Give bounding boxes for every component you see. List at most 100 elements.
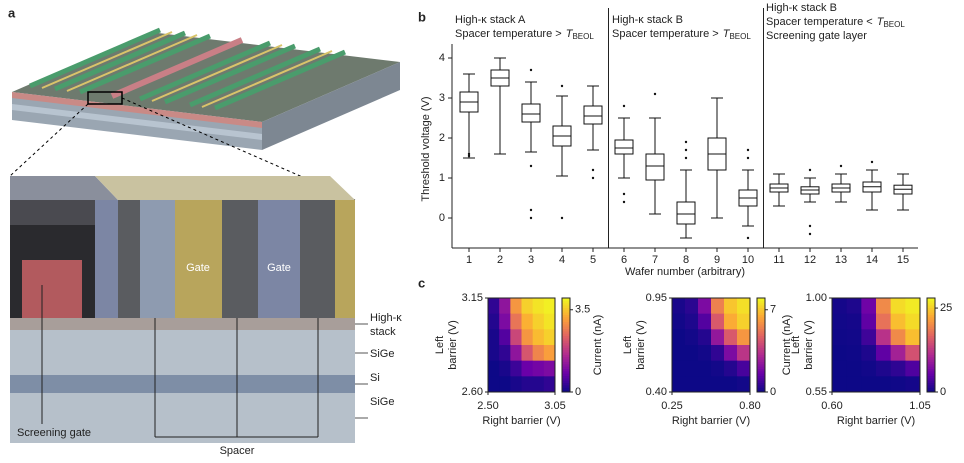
colorbar-step bbox=[562, 333, 570, 337]
heat-cell bbox=[832, 360, 848, 377]
heat-cell bbox=[724, 313, 738, 330]
colorbar-step bbox=[757, 309, 765, 313]
colorbar-step bbox=[562, 382, 570, 386]
outlier bbox=[529, 208, 533, 212]
group-note: Screening gate layer bbox=[766, 30, 867, 42]
heat-cell bbox=[890, 329, 906, 346]
heat-cell bbox=[521, 298, 534, 315]
heat-cell bbox=[672, 345, 686, 362]
colorbar-step bbox=[562, 328, 570, 332]
heat-cell bbox=[685, 360, 699, 377]
colorbar-step bbox=[562, 375, 570, 379]
heat-cell bbox=[876, 345, 892, 362]
y-axis-label: Threshold voltage (V) bbox=[420, 96, 432, 201]
heat-cell bbox=[510, 329, 522, 346]
colorbar-step bbox=[757, 370, 765, 374]
colorbar-step bbox=[562, 305, 570, 308]
layer-label: High-κ bbox=[370, 312, 402, 324]
y-tick-label: 0.40 bbox=[646, 386, 667, 398]
outlier bbox=[560, 84, 564, 88]
y-tick-label: 0.55 bbox=[806, 386, 827, 398]
heat-cell bbox=[499, 360, 511, 377]
heat-cell bbox=[861, 313, 877, 330]
x-tick-label: 14 bbox=[866, 254, 878, 266]
outlier bbox=[808, 232, 812, 236]
y-axis-label: Left bbox=[790, 336, 802, 354]
heat-cell bbox=[905, 298, 921, 315]
heat-cell bbox=[521, 360, 534, 377]
spacer-label: Spacer bbox=[220, 445, 255, 457]
group-title: High-κ stack B bbox=[612, 14, 683, 26]
heat-cell bbox=[890, 313, 906, 330]
colorbar-step bbox=[757, 300, 765, 304]
heat-cell bbox=[905, 376, 921, 393]
colorbar-step bbox=[757, 316, 765, 320]
outlier bbox=[746, 156, 750, 160]
x-axis-label: Wafer number (arbitrary) bbox=[625, 266, 745, 278]
colorbar-step bbox=[757, 328, 765, 332]
heat-cell bbox=[861, 376, 877, 393]
heat-cell bbox=[861, 360, 877, 377]
heat-cell bbox=[543, 313, 556, 330]
heat-cell bbox=[737, 345, 751, 362]
outlier bbox=[839, 164, 843, 168]
colorbar-step bbox=[927, 340, 935, 344]
y-tick-label: 2.60 bbox=[462, 386, 483, 398]
colorbar-step bbox=[562, 387, 570, 391]
heat-cell bbox=[861, 329, 877, 346]
layer-label: stack bbox=[370, 326, 396, 338]
heat-cell bbox=[876, 298, 892, 315]
heat-cell bbox=[698, 298, 712, 315]
heat-cell bbox=[846, 345, 862, 362]
colorbar-step bbox=[927, 345, 935, 348]
colorbar-step bbox=[562, 300, 570, 304]
colorbar-step bbox=[562, 337, 570, 341]
x-tick-label: 12 bbox=[804, 254, 816, 266]
colorbar-step bbox=[562, 298, 570, 301]
heat-cell bbox=[685, 376, 699, 393]
layer-label: SiGe bbox=[370, 396, 394, 408]
heat-cell bbox=[698, 360, 712, 377]
x-tick-label: 0.25 bbox=[661, 400, 682, 412]
heat-cell bbox=[510, 345, 522, 362]
colorbar-label: Current (nA) bbox=[781, 315, 793, 376]
x-tick-label: 3 bbox=[528, 254, 534, 266]
heat-cell bbox=[672, 298, 686, 315]
colorbar-step bbox=[757, 323, 765, 327]
heat-cell bbox=[724, 298, 738, 315]
x-tick-label: 15 bbox=[897, 254, 909, 266]
colorbar-step bbox=[757, 354, 765, 358]
condition: Spacer temperature > bbox=[612, 28, 719, 40]
colorbar-step bbox=[927, 363, 935, 367]
outlier bbox=[591, 176, 595, 180]
heat-cell bbox=[876, 329, 892, 346]
outlier bbox=[684, 156, 688, 160]
symbol: T bbox=[566, 28, 574, 40]
x-tick-label: 4 bbox=[559, 254, 565, 266]
colorbar-step bbox=[562, 335, 570, 339]
colorbar-step bbox=[927, 349, 935, 353]
group-condition: Spacer temperature > TBEOL bbox=[612, 28, 751, 41]
x-tick-label: 9 bbox=[714, 254, 720, 266]
colorbar-step bbox=[562, 302, 570, 306]
colorbar-step bbox=[927, 347, 935, 351]
colorbar-step bbox=[927, 302, 935, 306]
colorbar-frame bbox=[756, 297, 766, 393]
heat-cell bbox=[532, 376, 545, 393]
colorbar-step bbox=[562, 323, 570, 327]
colorbar-step bbox=[757, 384, 765, 388]
heat-cell bbox=[724, 360, 738, 377]
colorbar-step bbox=[757, 330, 765, 334]
x-tick-label: 7 bbox=[652, 254, 658, 266]
colorbar-tick-label: 0 bbox=[575, 386, 581, 398]
panel-label: c bbox=[418, 275, 425, 290]
colorbar-step bbox=[757, 321, 765, 325]
heat-cell bbox=[832, 298, 848, 315]
colorbar-step bbox=[927, 354, 935, 358]
colorbar-step bbox=[757, 305, 765, 308]
x-tick-label: 11 bbox=[773, 254, 784, 266]
outlier bbox=[684, 140, 688, 144]
panel-label: a bbox=[8, 5, 16, 20]
y-axis-label: Left bbox=[434, 336, 446, 354]
